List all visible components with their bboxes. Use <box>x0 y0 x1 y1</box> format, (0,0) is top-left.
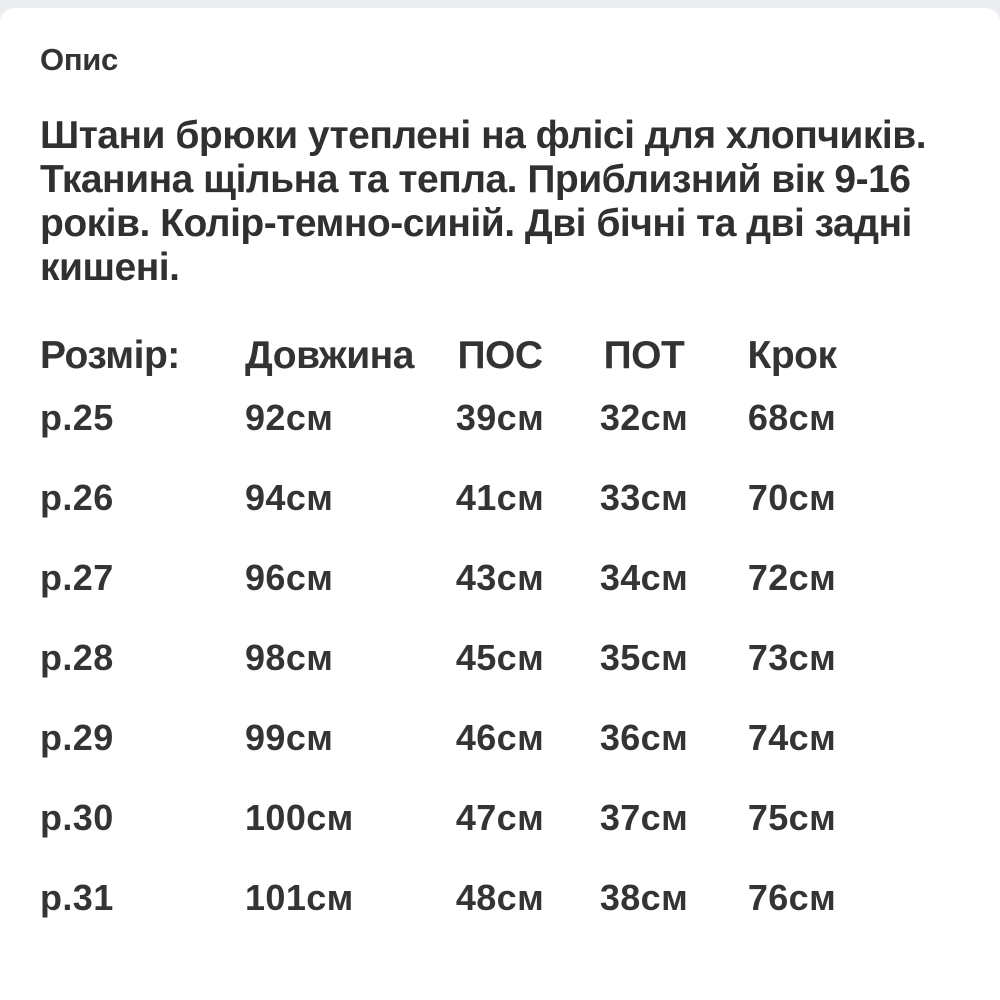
product-description-card: Опис Штани брюки утеплені на флісі для х… <box>0 8 1000 1000</box>
description-line: Тканина щільна та тепла. Приблизний вік … <box>40 158 911 201</box>
description-line: років. Колір-темно-синій. Дві бічні та д… <box>40 202 912 245</box>
pot-cell: 37см <box>599 797 689 838</box>
length-cell: 98см <box>245 637 334 678</box>
size-cell: р.27 <box>40 557 114 598</box>
size-table-row-p26: р.26 94см 41см 33см 70см <box>40 458 960 538</box>
size-table: Розмір: Довжина ПОС ПОТ Крок р.25 92см 3… <box>40 334 960 938</box>
header-pot: ПОТ <box>603 334 685 377</box>
size-table-row-p28: р.28 98см 45см 35см 73см <box>40 618 960 698</box>
header-size: Розмір: <box>40 334 180 377</box>
size-cell: р.25 <box>40 397 114 438</box>
pos-cell: 39см <box>455 397 545 438</box>
pot-cell: 32см <box>599 397 689 438</box>
length-cell: 100см <box>245 797 354 838</box>
length-cell: 101см <box>245 877 354 918</box>
size-table-row-p31: р.31 101см 48см 38см 76см <box>40 858 960 938</box>
pot-cell: 35см <box>599 637 689 678</box>
pos-cell: 41см <box>455 477 545 518</box>
size-cell: р.31 <box>40 877 114 918</box>
pos-cell: 45см <box>455 637 545 678</box>
size-cell: р.28 <box>40 637 114 678</box>
krok-cell: 75см <box>747 797 837 838</box>
size-table-row-p29: р.29 99см 46см 36см 74см <box>40 698 960 778</box>
pot-cell: 34см <box>599 557 689 598</box>
description-line: кишені. <box>40 246 180 289</box>
krok-cell: 74см <box>747 717 837 758</box>
krok-cell: 72см <box>747 557 837 598</box>
pot-cell: 38см <box>599 877 689 918</box>
pot-cell: 36см <box>599 717 689 758</box>
size-table-row-p27: р.27 96см 43см 34см 72см <box>40 538 960 618</box>
pos-cell: 43см <box>455 557 545 598</box>
size-cell: р.26 <box>40 477 114 518</box>
length-cell: 92см <box>245 397 334 438</box>
pos-cell: 47см <box>455 797 545 838</box>
length-cell: 94см <box>245 477 334 518</box>
size-cell: р.30 <box>40 797 114 838</box>
header-krok: Крок <box>747 334 837 377</box>
size-table-header: Розмір: Довжина ПОС ПОТ Крок <box>40 334 960 378</box>
krok-cell: 68см <box>747 397 837 438</box>
size-table-row-p25: р.25 92см 39см 32см 68см <box>40 378 960 458</box>
length-cell: 96см <box>245 557 334 598</box>
pot-cell: 33см <box>599 477 689 518</box>
header-pos: ПОС <box>457 334 543 377</box>
krok-cell: 76см <box>747 877 837 918</box>
krok-cell: 73см <box>747 637 837 678</box>
size-table-row-p30: р.30 100см 47см 37см 75см <box>40 778 960 858</box>
length-cell: 99см <box>245 717 334 758</box>
size-cell: р.29 <box>40 717 114 758</box>
pos-cell: 48см <box>455 877 545 918</box>
description-line: Штани брюки утеплені на флісі для хлопчи… <box>40 114 927 157</box>
section-title: Опис <box>40 42 118 77</box>
krok-cell: 70см <box>747 477 837 518</box>
header-length: Довжина <box>245 334 414 377</box>
pos-cell: 46см <box>455 717 545 758</box>
product-description: Штани брюки утеплені на флісі для хлопчи… <box>40 114 960 290</box>
